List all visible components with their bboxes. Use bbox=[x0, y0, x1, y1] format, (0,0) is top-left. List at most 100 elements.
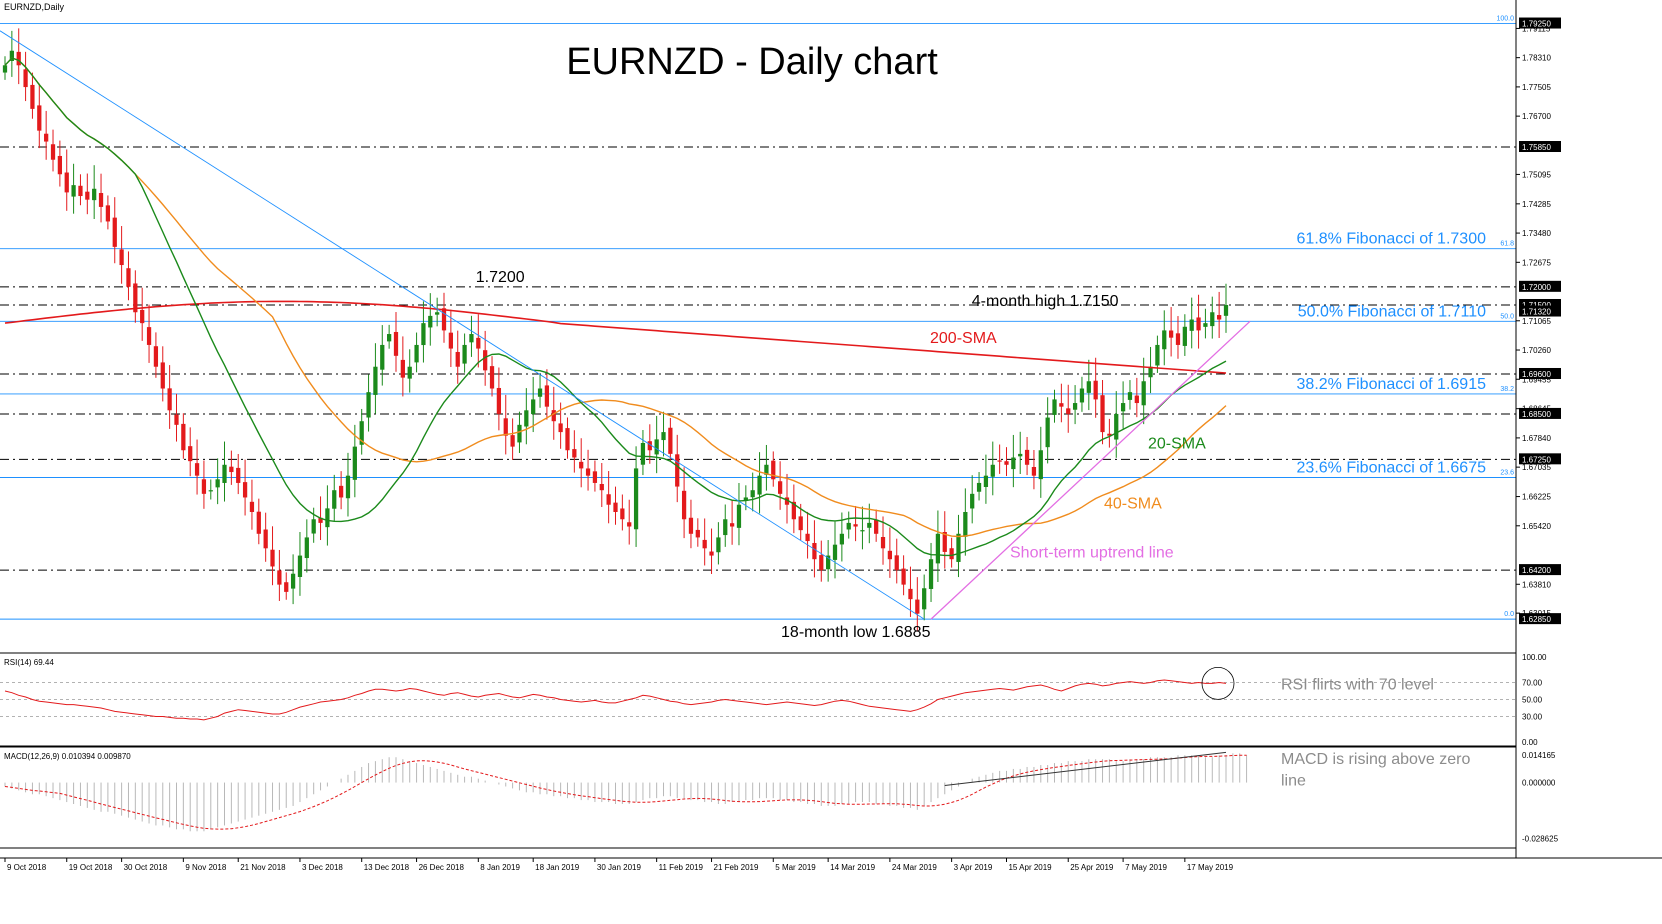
candle-body bbox=[750, 490, 755, 498]
candle bbox=[489, 356, 495, 397]
date-tick-label: 8 Jan 2019 bbox=[480, 863, 520, 872]
candle bbox=[633, 446, 639, 547]
candle bbox=[119, 226, 124, 284]
candle bbox=[778, 461, 783, 510]
candle bbox=[50, 129, 56, 172]
candle-body bbox=[263, 529, 268, 549]
candle-body bbox=[956, 533, 961, 562]
candle-body bbox=[1011, 457, 1016, 470]
candle-body bbox=[400, 359, 405, 378]
candle-body bbox=[366, 392, 371, 418]
candle bbox=[832, 521, 838, 579]
candle-body bbox=[606, 494, 611, 505]
date-tick-label: 30 Jan 2019 bbox=[597, 863, 642, 872]
candle bbox=[1100, 380, 1105, 445]
price-tick-label: 1.69455 bbox=[1522, 375, 1551, 384]
candle bbox=[784, 473, 790, 524]
date-tick-label: 24 Mar 2019 bbox=[892, 863, 937, 872]
candle-body bbox=[551, 410, 556, 422]
candle bbox=[681, 467, 687, 539]
candle bbox=[263, 512, 268, 562]
candle bbox=[174, 393, 179, 442]
candle bbox=[661, 411, 666, 457]
candle-body bbox=[784, 497, 790, 505]
candle bbox=[956, 514, 961, 578]
level-box-label: 1.64200 bbox=[1522, 566, 1551, 575]
candle-body bbox=[1141, 381, 1146, 406]
candle-body bbox=[98, 193, 104, 207]
candle-body bbox=[585, 468, 591, 476]
candle-body bbox=[928, 559, 934, 589]
fibonacci-short-label: 100.0 bbox=[1496, 16, 1514, 23]
date-tick-label: 9 Oct 2018 bbox=[7, 863, 47, 872]
candle-body bbox=[414, 344, 419, 363]
candle-body bbox=[1210, 312, 1215, 327]
price-tick-label: 1.66225 bbox=[1522, 493, 1551, 502]
date-tick-label: 26 Dec 2018 bbox=[419, 863, 465, 872]
rsi-tick-label: 70.00 bbox=[1522, 679, 1543, 688]
candle-body bbox=[894, 555, 899, 571]
candle-body bbox=[30, 84, 35, 109]
candle bbox=[640, 430, 646, 476]
candle-body bbox=[524, 410, 529, 427]
candle bbox=[476, 314, 481, 368]
date-tick-label: 3 Dec 2018 bbox=[302, 863, 343, 872]
candle bbox=[1072, 385, 1078, 425]
candle bbox=[236, 453, 241, 495]
candle bbox=[997, 444, 1002, 474]
level-box bbox=[1519, 141, 1561, 153]
candle-body bbox=[441, 308, 447, 331]
candle bbox=[208, 479, 213, 500]
candle-body bbox=[778, 481, 783, 494]
candle-body bbox=[119, 249, 124, 266]
candle-body bbox=[846, 522, 851, 530]
candle bbox=[976, 472, 982, 501]
candle-body bbox=[201, 479, 207, 494]
candle bbox=[373, 343, 378, 414]
candle bbox=[133, 270, 138, 323]
candle bbox=[290, 554, 296, 605]
candle bbox=[908, 566, 913, 617]
candle bbox=[284, 572, 289, 600]
candle-body bbox=[990, 464, 995, 477]
date-tick-label: 5 Mar 2019 bbox=[775, 863, 816, 872]
macd-comment: MACD is rising above zero bbox=[1281, 751, 1471, 768]
candle-body bbox=[284, 582, 289, 592]
candle bbox=[469, 315, 474, 357]
candle bbox=[256, 498, 261, 545]
candle-body bbox=[661, 432, 666, 441]
candle-body bbox=[332, 490, 337, 509]
date-tick-label: 11 Feb 2019 bbox=[659, 863, 704, 872]
candle bbox=[338, 471, 344, 510]
candle bbox=[387, 324, 392, 349]
sma40-label: 40-SMA bbox=[1104, 495, 1162, 512]
candle bbox=[1134, 377, 1139, 418]
candle bbox=[98, 173, 104, 223]
price-tick-label: 1.77505 bbox=[1522, 83, 1551, 92]
candle bbox=[613, 486, 618, 525]
axes: 1.79115 1.78310 1.77505 1.76700 1.75095 1.742… bbox=[0, 0, 1662, 872]
candle bbox=[1086, 359, 1091, 411]
downtrend-line bbox=[0, 30, 925, 620]
level-box-label: 1.71500 bbox=[1522, 301, 1551, 310]
candle-body bbox=[935, 533, 941, 564]
candle bbox=[229, 450, 234, 485]
candle-body bbox=[1031, 466, 1037, 476]
candle-body bbox=[194, 463, 200, 476]
candle bbox=[860, 506, 865, 550]
candle-body bbox=[16, 51, 21, 66]
candle-body bbox=[1203, 323, 1208, 327]
candle bbox=[105, 195, 111, 230]
macd-tick-label: -0.028625 bbox=[1522, 834, 1559, 843]
candle-body bbox=[709, 551, 714, 556]
candle-body bbox=[915, 599, 920, 614]
candle bbox=[146, 304, 152, 363]
candle bbox=[544, 369, 550, 420]
candle-body bbox=[695, 529, 700, 538]
candle bbox=[1196, 294, 1201, 349]
candle bbox=[537, 374, 543, 408]
candle bbox=[819, 540, 824, 582]
candle bbox=[729, 500, 735, 545]
sma200-line bbox=[4, 300, 1227, 374]
